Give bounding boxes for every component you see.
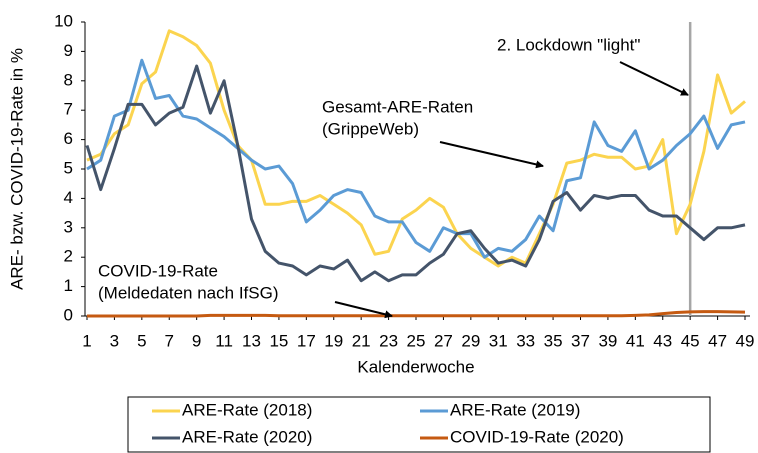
y-tick-label: 5 xyxy=(64,158,73,177)
series-line xyxy=(85,64,746,283)
x-tick-label: 43 xyxy=(653,331,672,350)
x-tick-label: 41 xyxy=(626,331,645,350)
legend: ARE-Rate (2018) ARE-Rate (2019) ARE-Rate (… xyxy=(152,400,624,446)
x-tick-label: 5 xyxy=(137,331,146,350)
x-tick-label: 15 xyxy=(269,331,288,350)
x-tick-label: 17 xyxy=(297,331,316,350)
x-tick-label: 3 xyxy=(110,331,119,350)
y-tick-label: 2 xyxy=(64,247,73,266)
x-tick-label: 29 xyxy=(461,331,480,350)
y-tick-label: 7 xyxy=(64,100,73,119)
x-tick-label: 27 xyxy=(434,331,453,350)
x-tick-label: 23 xyxy=(379,331,398,350)
y-tick-label: 8 xyxy=(64,70,73,89)
series-line xyxy=(86,29,746,268)
legend-box xyxy=(127,396,711,453)
y-tick-label: 3 xyxy=(64,217,73,236)
x-axis-title: Kalenderwoche xyxy=(357,357,474,376)
x-tick-label: 31 xyxy=(489,331,508,350)
annotation: COVID-19-Rate xyxy=(98,261,218,280)
x-tick-label: 37 xyxy=(571,331,590,350)
x-tick-label: 35 xyxy=(544,331,563,350)
x-tick-label: 33 xyxy=(516,331,535,350)
x-tick-label: 7 xyxy=(165,331,174,350)
x-tick-label: 47 xyxy=(708,331,727,350)
y-tick-label: 9 xyxy=(64,41,73,60)
x-tick-label: 1 xyxy=(82,331,91,350)
legend-label: COVID-19-Rate (2020) xyxy=(450,427,624,446)
x-tick-label: 19 xyxy=(324,331,343,350)
x-tick-label: 9 xyxy=(192,331,201,350)
annotation: Gesamt-ARE-Raten xyxy=(322,97,473,116)
legend-label: ARE-Rate (2020) xyxy=(182,427,312,446)
annotation-arrow xyxy=(439,141,544,169)
annotation: 2. Lockdown "light" xyxy=(497,35,640,54)
y-tick-label: 1 xyxy=(64,276,73,295)
y-tick-label: 4 xyxy=(64,188,73,207)
x-tick-label: 21 xyxy=(352,331,371,350)
legend-label: ARE-Rate (2018) xyxy=(182,400,312,419)
series-line xyxy=(86,58,746,259)
y-tick-label: 10 xyxy=(54,11,73,30)
x-tick-label: 11 xyxy=(215,331,233,350)
y-tick-label: 6 xyxy=(64,129,73,148)
x-tick-label: 13 xyxy=(242,331,261,350)
x-tick-label: 49 xyxy=(736,331,755,350)
annotation-arrow xyxy=(334,301,393,319)
y-axis-title: ARE- bzw. COVID-19-Rate in % xyxy=(7,48,26,290)
x-tick-label: 39 xyxy=(598,331,617,350)
annotation-arrow xyxy=(619,61,689,96)
annotation: (Meldedaten nach IfSG) xyxy=(98,283,278,302)
legend-label: ARE-Rate (2019) xyxy=(450,400,580,419)
series-line xyxy=(87,310,746,318)
x-tick-label: 45 xyxy=(681,331,700,350)
annotation: (GrippeWeb) xyxy=(322,119,419,138)
y-tick-label: 0 xyxy=(64,305,73,324)
x-tick-label: 25 xyxy=(407,331,426,350)
